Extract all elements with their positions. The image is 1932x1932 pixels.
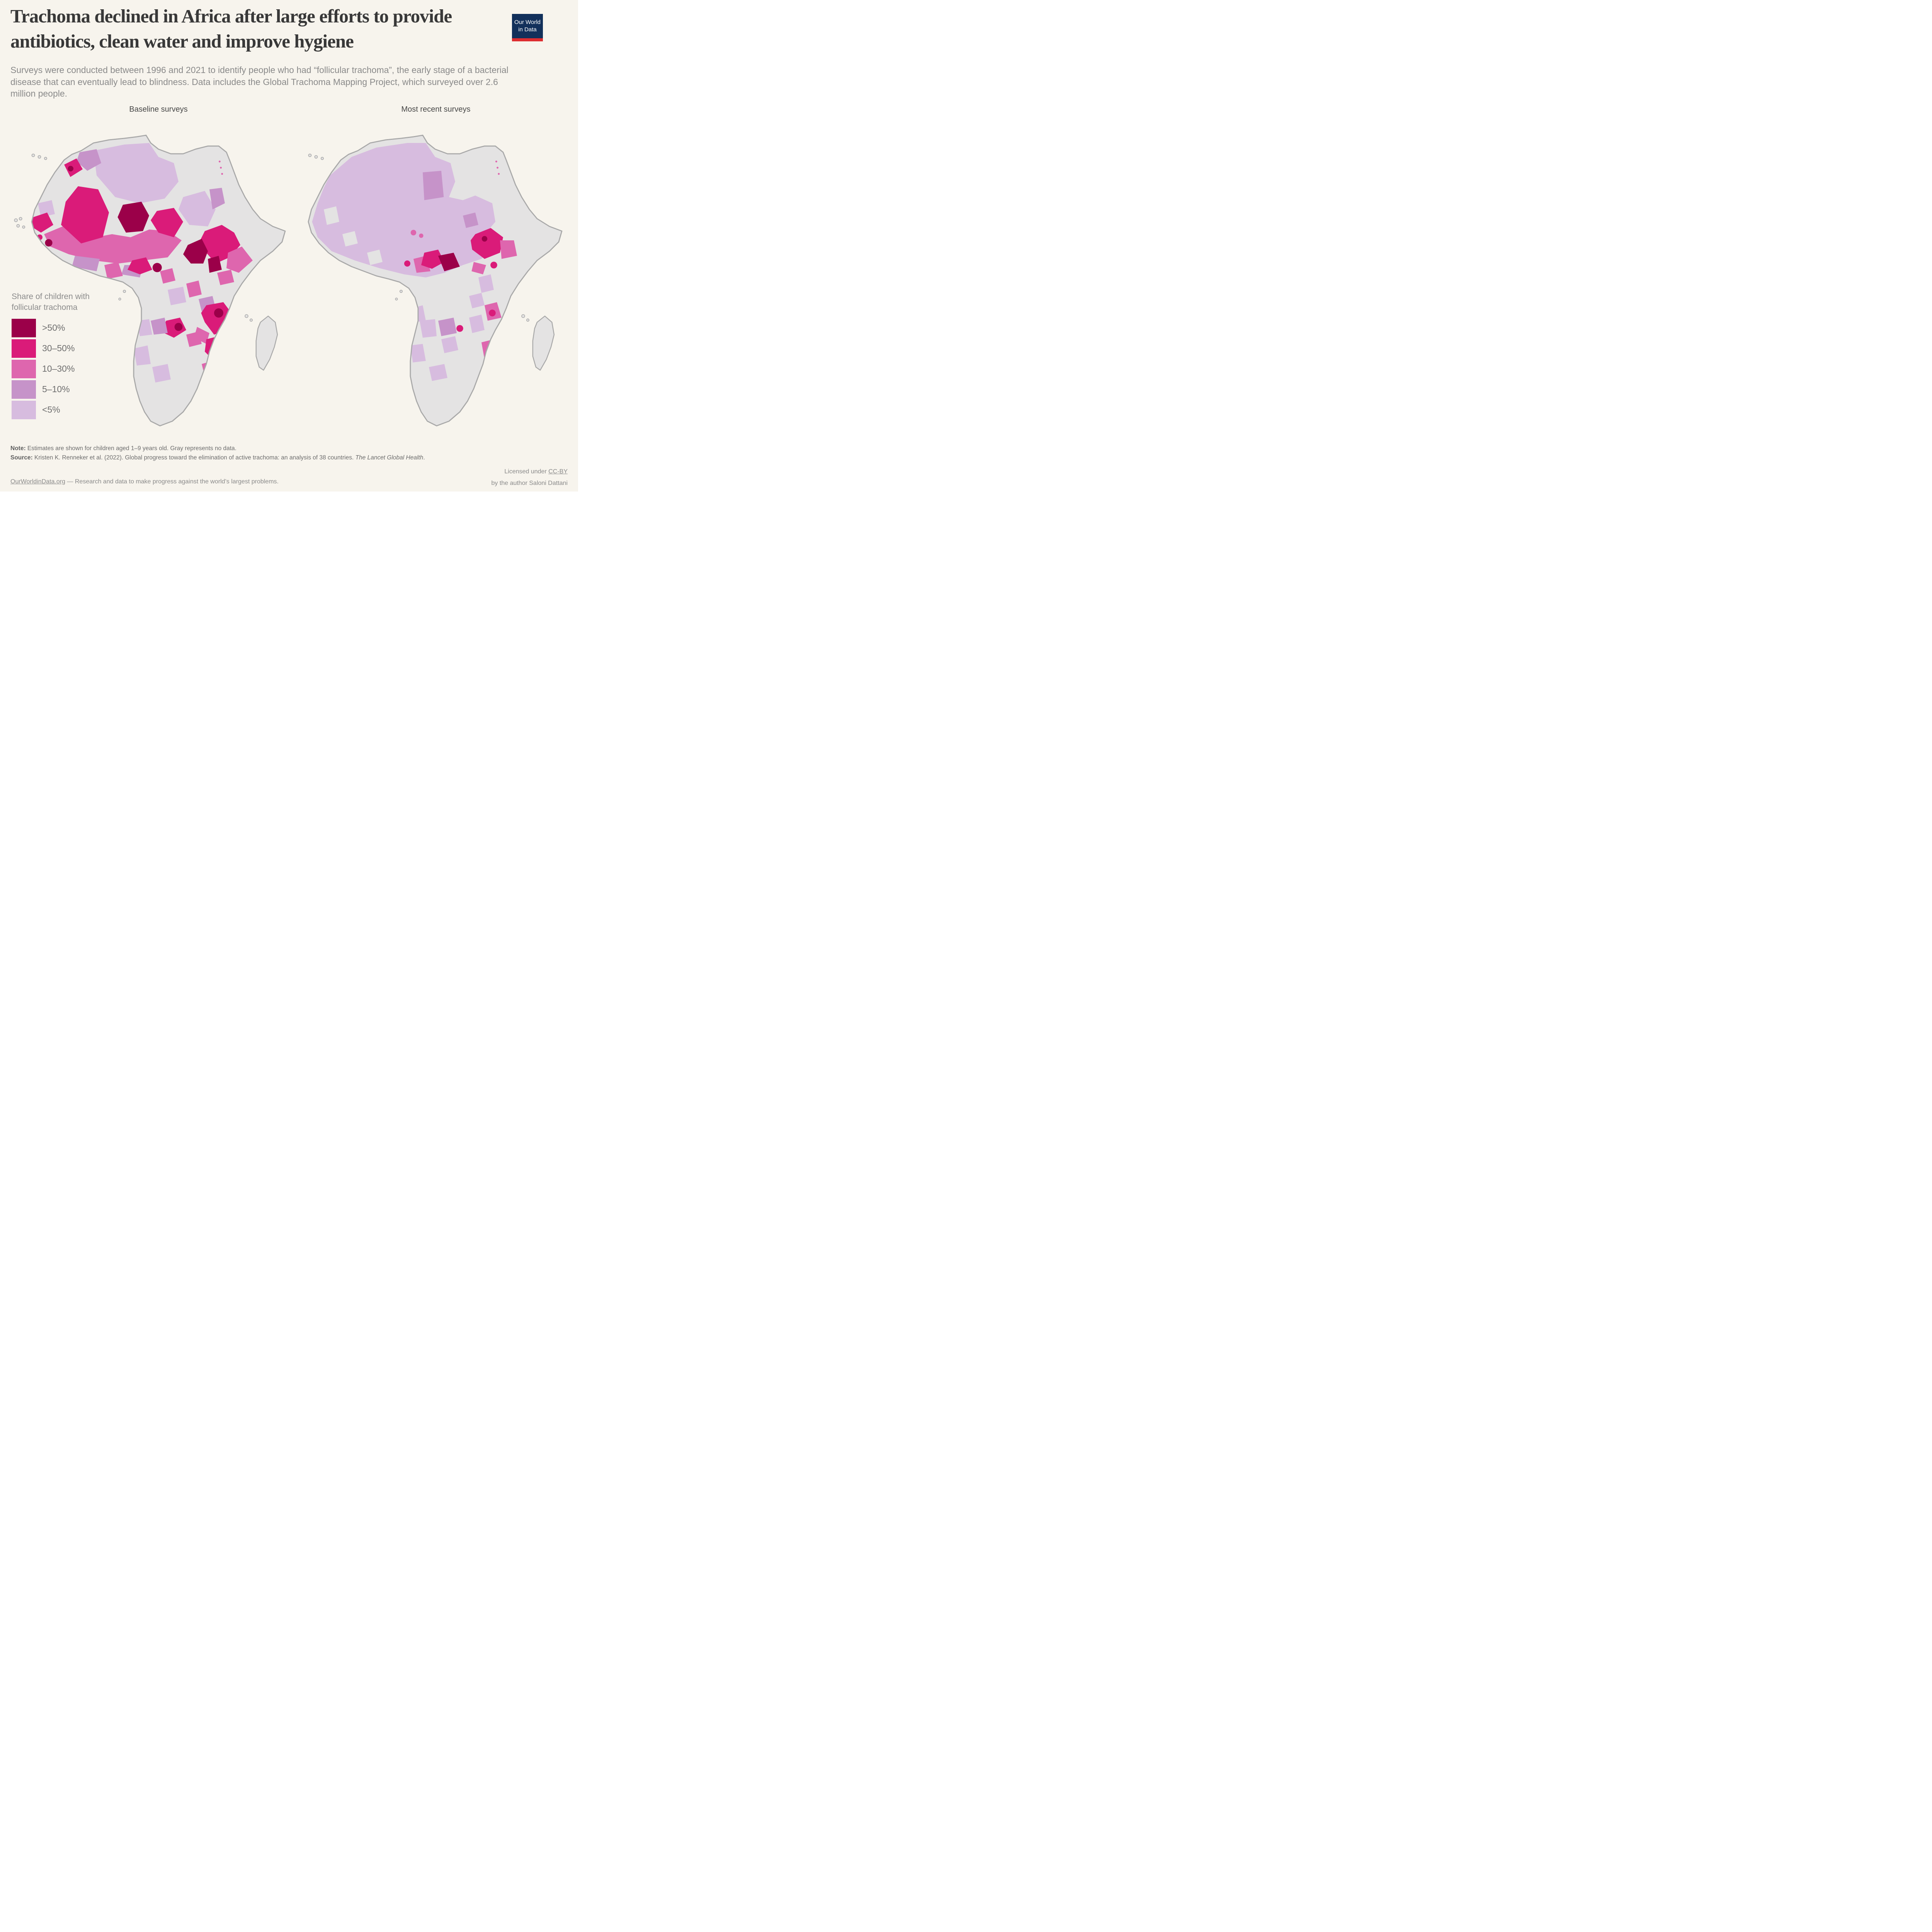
baseline-surveys-map [14,134,286,427]
legend-title: Share of children with follicular tracho… [12,292,90,312]
legend-swatch-lt5 [12,400,36,419]
legend-label-5-10: 5–10% [42,384,70,395]
legend-label-30-50: 30–50% [42,343,75,354]
owid-logo-line1: Our World [514,19,541,26]
footer-left: OurWorldinData.org — Research and data t… [10,478,279,485]
legend-item-10-30: 10–30% [12,359,104,378]
footer-right: Licensed under CC-BY by the author Salon… [492,466,568,489]
owid-logo-line2: in Data [518,26,537,33]
legend-swatch-gt50 [12,318,36,337]
legend-item-5-10: 5–10% [12,380,104,399]
source-label: Source: [10,454,33,461]
legend-swatch-10-30 [12,359,36,378]
note-body: Estimates are shown for children aged 1–… [26,445,236,452]
bottom-strip [0,492,578,493]
license-line: Licensed under CC-BY [492,466,568,478]
legend-swatch-30-50 [12,339,36,358]
owid-logo-box: Our World in Data [512,14,543,38]
note-text: Note: Estimates are shown for children a… [10,444,466,453]
note-label: Note: [10,445,26,452]
owid-logo-red-bar [512,38,543,41]
legend-label-lt5: <5% [42,405,60,415]
panel-title-most-recent: Most recent surveys [401,105,471,114]
page-title: Trachoma declined in Africa after large … [10,5,452,52]
source-journal: The Lancet Global Health [355,454,423,461]
legend-item-lt5: <5% [12,400,104,419]
legend-item-gt50: >50% [12,318,104,337]
owid-chart: Trachoma declined in Africa after large … [0,0,578,493]
legend-label-gt50: >50% [42,323,65,333]
legend-item-30-50: 30–50% [12,339,104,358]
source-text: Source: Kristen K. Renneker et al. (2022… [10,453,443,463]
owid-logo[interactable]: Our World in Data [512,14,543,41]
owid-link[interactable]: OurWorldinData.org [10,478,65,485]
legend-label-10-30: 10–30% [42,364,75,374]
legend-swatch-5-10 [12,380,36,399]
source-body: Kristen K. Renneker et al. (2022). Globa… [32,454,355,461]
most-recent-surveys-map [308,134,563,427]
source-period: . [423,454,425,461]
license-pre: Licensed under [504,468,549,475]
footer-tagline: — Research and data to make progress aga… [65,478,279,485]
cc-by-link[interactable]: CC-BY [548,468,568,475]
panel-title-baseline: Baseline surveys [129,105,188,114]
chart-subtitle: Surveys were conducted between 1996 and … [10,65,509,99]
byline: by the author Saloni Dattani [491,480,568,486]
legend: Share of children with follicular tracho… [12,291,104,421]
